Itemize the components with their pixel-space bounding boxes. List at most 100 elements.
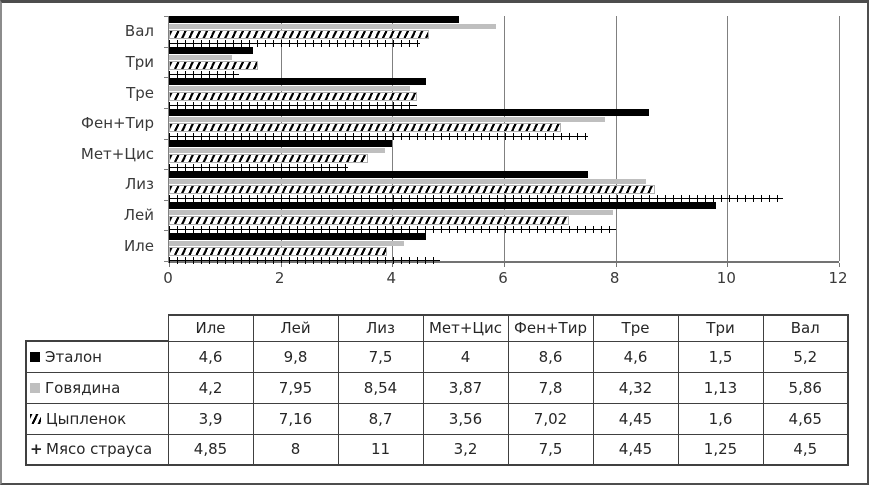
y-axis-label-2: Тре xyxy=(126,83,154,102)
bar-Мясо страуса xyxy=(169,102,418,109)
row-label-cell: Эталон xyxy=(25,340,169,373)
bar-Цыпленок xyxy=(169,30,429,39)
legend-marker-gray-square xyxy=(30,382,40,393)
bar-Цыпленок xyxy=(169,92,418,101)
y-axis-label-4: Мет+Цис xyxy=(80,144,154,163)
y-axis-label-5: Лиз xyxy=(124,175,154,194)
bar-Эталон xyxy=(169,140,393,147)
legend-entry: + Мясо страуса xyxy=(28,440,167,459)
y-tick-mark xyxy=(164,199,168,201)
x-tick-label: 6 xyxy=(498,269,508,287)
table-cell: 4,6 xyxy=(592,340,679,373)
x-tick-label: 12 xyxy=(828,269,848,287)
bar-Говядина xyxy=(169,210,613,215)
bar-Цыпленок xyxy=(169,61,259,70)
table-cell: 8,54 xyxy=(337,371,424,404)
bar-Эталон xyxy=(169,109,650,116)
bar-Говядина xyxy=(169,55,233,60)
x-tick-mark-8 xyxy=(615,263,617,267)
table-cell: 9,8 xyxy=(252,340,339,373)
table-row-Мясо страуса: + Мясо страуса 4,85 8 11 3,2 7,5 4,45 1,25 4,5 xyxy=(25,433,849,466)
row-label-cell: + Мясо страуса xyxy=(25,433,169,466)
y-tick-mark xyxy=(164,138,168,140)
table-row-Говядина: Говядина 4,2 7,95 8,54 3,87 7,8 4,32 1,13 5,86 xyxy=(25,371,849,404)
table-cell: 7,5 xyxy=(337,340,424,373)
row-label-cell: Цыпленок xyxy=(25,402,169,435)
table-cell: 8 xyxy=(252,433,339,466)
table-header-row: Иле Лей Лиз Мет+Цис Фен+Тир Тре Три Вал xyxy=(26,314,849,342)
table-cell: 4 xyxy=(422,340,509,373)
row-label-text: Мясо страуса xyxy=(46,440,153,459)
bar-Мясо страуса xyxy=(169,133,588,140)
column-header-Фен+Тир: Фен+Тир xyxy=(507,314,594,342)
table-cell: 4,6 xyxy=(167,340,254,373)
table-cell: 3,2 xyxy=(422,433,509,466)
table-cell: 11 xyxy=(337,433,424,466)
amino-acid-bar-chart: Вал Три Тре Фен+Тир Мет+Цис Лиз Лей Иле 0 2 4 6 8 10… xyxy=(2,3,867,303)
bar-Цыпленок xyxy=(169,154,368,163)
bar-Говядина xyxy=(169,117,605,122)
bar-group-Фен+Тир xyxy=(169,109,839,140)
x-tick-label: 8 xyxy=(609,269,620,287)
column-header-Лиз: Лиз xyxy=(337,314,424,342)
row-label-cell: Говядина xyxy=(25,371,169,404)
bar-Цыпленок xyxy=(169,247,387,256)
table-cell: 7,16 xyxy=(252,402,339,435)
legend-entry: Цыпленок xyxy=(28,410,167,428)
bar-Мясо страуса xyxy=(169,164,348,171)
table-cell: 5,2 xyxy=(762,340,849,373)
table-cell: 3,87 xyxy=(422,371,509,404)
y-axis-label-3: Фен+Тир xyxy=(81,114,154,133)
bar-Говядина xyxy=(169,24,497,29)
data-table: Иле Лей Лиз Мет+Цис Фен+Тир Тре Три Вал Эталон 4,… xyxy=(25,314,849,466)
bar-group-Иле xyxy=(169,233,839,264)
gridline-12 xyxy=(839,16,840,261)
y-tick-mark xyxy=(164,230,168,232)
bar-group-Тре xyxy=(169,78,839,109)
x-tick-label: 10 xyxy=(716,269,736,287)
table-cell: 4,45 xyxy=(592,402,679,435)
legend-marker-hatch-glyph xyxy=(30,413,41,424)
y-axis-label-0: Вал xyxy=(124,22,154,41)
x-tick-mark-12 xyxy=(839,263,840,267)
table-corner-cell xyxy=(26,315,168,341)
bar-Эталон xyxy=(169,233,426,240)
y-tick-mark xyxy=(164,46,168,48)
table-cell: 5,86 xyxy=(762,371,849,404)
bar-Эталон xyxy=(169,171,588,178)
table-cell: 8,6 xyxy=(507,340,594,373)
y-axis-label-6: Лей xyxy=(123,206,154,225)
table-cell: 1,13 xyxy=(677,371,764,404)
bar-Мясо страуса xyxy=(169,40,421,47)
bar-Цыпленок xyxy=(169,123,561,132)
y-axis-label-7: Иле xyxy=(123,236,154,255)
bar-groups xyxy=(169,16,839,264)
column-header-Иле: Иле xyxy=(167,314,254,342)
y-tick-mark xyxy=(164,261,168,262)
column-header-Тре: Тре xyxy=(592,314,679,342)
table-cell: 1,6 xyxy=(677,402,764,435)
table-cell: 4,2 xyxy=(167,371,254,404)
x-tick-mark-10 xyxy=(727,263,729,267)
column-header-Вал: Вал xyxy=(762,314,849,342)
gridline-8 xyxy=(615,16,617,261)
table-row-Эталон: Эталон 4,6 9,8 7,5 4 8,6 4,6 1,5 5,2 xyxy=(25,340,849,373)
bar-Мясо страуса xyxy=(169,226,616,233)
bar-Мясо страуса xyxy=(169,195,784,202)
y-tick-mark xyxy=(164,107,168,109)
table-cell: 4,65 xyxy=(762,402,849,435)
bar-Цыпленок xyxy=(169,216,569,225)
table-cell: 4,5 xyxy=(762,433,849,466)
row-label-text: Говядина xyxy=(45,378,121,397)
y-tick-mark xyxy=(164,169,168,171)
bar-Цыпленок xyxy=(169,185,655,194)
x-tick-mark-0 xyxy=(169,263,170,267)
x-tick-label: 4 xyxy=(386,269,397,287)
table-cell: 4,85 xyxy=(167,433,254,466)
y-tick-mark xyxy=(164,77,168,79)
y-axis-label-1: Три xyxy=(125,52,154,71)
y-axis-category-labels: Вал Три Тре Фен+Тир Мет+Цис Лиз Лей Иле xyxy=(2,16,154,261)
x-tick-mark-6 xyxy=(504,263,505,267)
bar-group-Три xyxy=(169,47,839,78)
